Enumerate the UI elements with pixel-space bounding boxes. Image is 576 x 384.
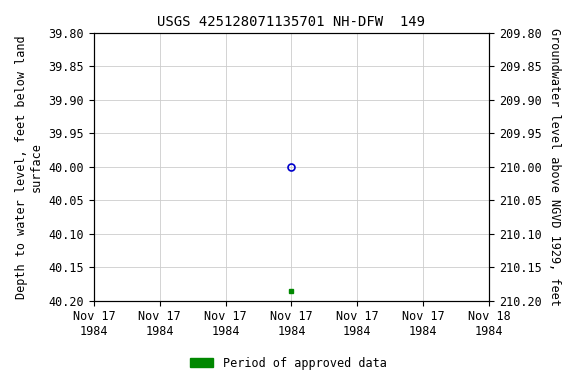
Title: USGS 425128071135701 NH-DFW  149: USGS 425128071135701 NH-DFW 149 xyxy=(157,15,426,29)
Y-axis label: Groundwater level above NGVD 1929, feet: Groundwater level above NGVD 1929, feet xyxy=(548,28,561,306)
Y-axis label: Depth to water level, feet below land
surface: Depth to water level, feet below land su… xyxy=(15,35,43,299)
Legend: Period of approved data: Period of approved data xyxy=(185,352,391,374)
